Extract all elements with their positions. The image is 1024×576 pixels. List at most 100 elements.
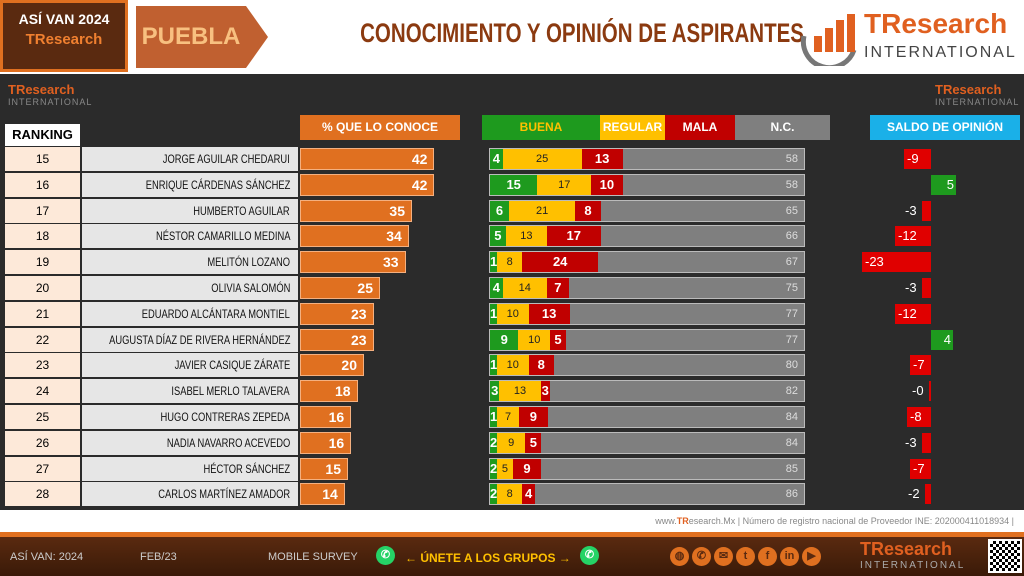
opinion-stacked-bar: 1 7 9 84	[489, 406, 805, 428]
candidate-name-cell: ENRIQUE CÁRDENAS SÁNCHEZ	[82, 172, 298, 197]
conoce-bar: 34	[300, 225, 409, 248]
footer-logo: TResearch INTERNATIONAL	[860, 539, 966, 571]
nc-segment: 66	[600, 226, 804, 247]
mala-segment: 5	[550, 329, 566, 350]
nc-segment: 75	[568, 278, 804, 298]
table-row: 21 EDUARDO ALCÁNTARA MONTIEL 23 1 10 13 …	[0, 301, 1024, 326]
rank-cell: 15	[5, 147, 80, 171]
conoce-bar: 42	[300, 173, 435, 196]
badge-brand: TResearch	[25, 31, 103, 48]
nc-segment: 65	[600, 200, 804, 221]
table-row: 16 ENRIQUE CÁRDENAS SÁNCHEZ 42 15 17 10 …	[0, 172, 1024, 197]
buena-segment: 1	[490, 355, 497, 376]
rank-cell: 25	[5, 405, 80, 429]
phone-icon[interactable]: ✆	[692, 547, 711, 566]
page-title-container: CONOCIMIENTO Y OPINIÓN DE ASPIRANTES	[290, 18, 804, 54]
candidate-name: EDUARDO ALCÁNTARA MONTIEL	[141, 306, 290, 321]
candidate-name: ISABEL MERLO TALAVERA	[171, 384, 290, 399]
join-groups-link[interactable]: ← ÚNETE A LOS GRUPOS →	[405, 551, 571, 565]
buena-segment: 1	[490, 407, 497, 427]
rank-cell: 21	[5, 301, 80, 326]
rank-cell: 27	[5, 456, 80, 481]
footer-bar: ASÍ VAN: 2024 FEB/23 MOBILE SURVEY ✆ ← Ú…	[0, 537, 1024, 576]
watermark-logo-left: TResearch INTERNATIONAL	[8, 82, 93, 107]
opinion-stacked-bar: 3 13 3 82	[489, 380, 805, 403]
whatsapp-icon[interactable]: ✆	[376, 546, 395, 565]
conoce-bar: 25	[300, 277, 380, 299]
table-row: 22 AUGUSTA DÍAZ DE RIVERA HERNÁNDEZ 23 9…	[0, 327, 1024, 352]
candidate-name: NADIA NAVARRO ACEVEDO	[166, 435, 290, 450]
table-row: 24 ISABEL MERLO TALAVERA 18 3 13 3 82 -0	[0, 379, 1024, 404]
nc-segment: 58	[622, 174, 804, 195]
regular-segment: 10	[497, 303, 529, 324]
mala-header: MALA	[665, 115, 735, 140]
table-row: 19 MELITÓN LOZANO 33 1 8 24 67 -23	[0, 250, 1024, 275]
candidate-name-cell: OLIVIA SALOMÓN	[82, 276, 298, 300]
candidate-name: CARLOS MARTÍNEZ AMADOR	[158, 487, 290, 502]
candidate-name-cell: MELITÓN LOZANO	[82, 250, 298, 275]
youtube-icon[interactable]: ▶	[802, 547, 821, 566]
mala-segment: 4	[522, 484, 535, 505]
regular-segment: 8	[497, 252, 523, 273]
table-row: 23 JAVIER CASIQUE ZÁRATE 20 1 10 8 80 -7	[0, 353, 1024, 378]
rank-cell: 22	[5, 327, 80, 352]
regular-segment: 9	[497, 432, 526, 453]
buena-segment: 2	[490, 458, 497, 479]
nc-segment: 67	[598, 252, 804, 273]
opinion-stacked-bar: 1 10 13 77	[489, 302, 805, 325]
badge-title: ASÍ VAN 2024	[18, 11, 110, 27]
rank-cell: 26	[5, 430, 80, 455]
brand-logo: TResearch INTERNATIONAL	[798, 6, 1020, 71]
conoce-bar: 20	[300, 354, 364, 377]
saldo-bar: -3	[902, 278, 931, 298]
opinion-stacked-bar: 6 21 8 65	[489, 199, 805, 222]
saldo-bar: -2	[905, 484, 931, 505]
nc-header: N.C.	[735, 115, 830, 140]
regular-segment: 13	[499, 381, 541, 402]
opinion-stacked-bar: 2 9 5 84	[489, 431, 805, 454]
conoce-bar: 33	[300, 251, 406, 274]
rank-cell: 18	[5, 224, 80, 249]
page-title: CONOCIMIENTO Y OPINIÓN DE ASPIRANTES	[360, 18, 805, 48]
linkedin-icon[interactable]: in	[780, 547, 799, 566]
table-row: 25 HUGO CONTRERAS ZEPEDA 16 1 7 9 84 -8	[0, 405, 1024, 429]
facebook-icon[interactable]: f	[758, 547, 777, 566]
conoce-header: % QUE LO CONOCE	[300, 115, 460, 140]
conoce-bar: 23	[300, 302, 374, 325]
footer-edition: ASÍ VAN: 2024	[10, 551, 84, 563]
saldo-bar: -7	[910, 355, 931, 376]
state-label: PUEBLA	[136, 6, 246, 68]
conoce-bar: 35	[300, 199, 412, 222]
opinion-stacked-bar: 2 5 9 85	[489, 457, 805, 480]
header: ASÍ VAN 2024 TResearch PUEBLA CONOCIMIEN…	[0, 0, 1024, 74]
globe-icon[interactable]: ◍	[670, 547, 689, 566]
candidate-name-cell: EDUARDO ALCÁNTARA MONTIEL	[82, 301, 298, 326]
buena-segment: 15	[490, 174, 538, 195]
conoce-bar: 14	[300, 483, 345, 506]
ranking-header: RANKING	[5, 124, 80, 146]
mala-segment: 13	[581, 149, 623, 169]
mala-segment: 9	[512, 458, 542, 479]
buena-segment: 9	[490, 329, 519, 350]
candidate-name-cell: NÉSTOR CAMARILLO MEDINA	[82, 224, 298, 249]
opinion-stacked-bar: 4 25 13 58	[489, 148, 805, 170]
regular-segment: 25	[502, 149, 582, 169]
buena-segment: 6	[490, 200, 509, 221]
edition-badge: ASÍ VAN 2024 TResearch	[0, 0, 128, 72]
email-icon[interactable]: ✉	[714, 547, 733, 566]
saldo-bar: -7	[910, 458, 931, 479]
regular-segment: 17	[537, 174, 592, 195]
chart-logo-icon	[800, 14, 857, 71]
mala-segment: 8	[575, 200, 601, 221]
nc-segment: 77	[565, 329, 804, 350]
candidate-name: AUGUSTA DÍAZ DE RIVERA HERNÁNDEZ	[108, 332, 290, 347]
candidate-name: HUGO CONTRERAS ZEPEDA	[160, 410, 290, 424]
whatsapp-icon[interactable]: ✆	[580, 546, 599, 565]
regular-segment: 7	[497, 407, 520, 427]
candidate-name-cell: HUGO CONTRERAS ZEPEDA	[82, 405, 298, 429]
qr-code	[988, 539, 1022, 573]
opinion-stacked-bar: 9 10 5 77	[489, 328, 805, 351]
rank-cell: 28	[5, 482, 80, 507]
twitter-icon[interactable]: t	[736, 547, 755, 566]
mala-segment: 9	[519, 407, 548, 427]
